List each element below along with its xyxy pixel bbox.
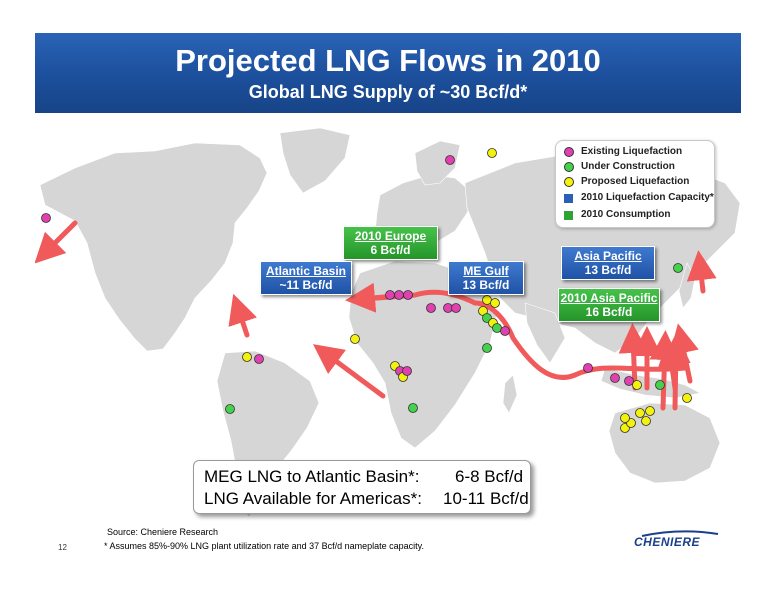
arrow-trinidad bbox=[228, 293, 257, 338]
land-scandinavia bbox=[414, 140, 461, 186]
land-india bbox=[524, 302, 566, 364]
region-asia-pacific-2010-value: 16 Bcf/d bbox=[585, 305, 633, 319]
region-asia-pacific: Asia Pacific 13 Bcf/d bbox=[561, 246, 655, 280]
page-title: Projected LNG Flows in 2010 bbox=[175, 43, 601, 78]
terminal-proposed bbox=[242, 352, 252, 362]
arrow-australia bbox=[657, 338, 687, 391]
terminal-existing bbox=[394, 290, 404, 300]
existing-dot-icon bbox=[564, 147, 574, 157]
flow-arrows bbox=[35, 220, 717, 411]
terminal-existing bbox=[451, 303, 461, 313]
capacity-square-icon bbox=[564, 194, 573, 203]
callout-label-meg: MEG LNG to Atlantic Basin*: bbox=[204, 467, 420, 486]
arrow-main-route bbox=[362, 289, 688, 380]
terminal-proposed bbox=[635, 408, 645, 418]
terminal-existing bbox=[500, 326, 510, 336]
terminal-existing bbox=[624, 376, 634, 386]
callout-value-americas: 10-11 Bcf/d bbox=[443, 489, 529, 508]
terminal-proposed bbox=[350, 334, 360, 344]
arrow-west-africa bbox=[312, 344, 386, 399]
under-construction-dot-icon bbox=[564, 162, 574, 172]
terminal-existing bbox=[445, 155, 455, 165]
terminal-under-construction bbox=[225, 404, 235, 414]
terminal-existing bbox=[385, 290, 395, 300]
callout-label-americas: LNG Available for Americas*: bbox=[204, 489, 422, 508]
arrow-asia-3 bbox=[649, 330, 680, 411]
terminal-proposed bbox=[490, 298, 500, 308]
terminal-proposed bbox=[632, 380, 642, 390]
legend-label: Existing Liquefaction bbox=[581, 146, 683, 157]
terminal-proposed bbox=[620, 413, 630, 423]
terminal-proposed bbox=[645, 406, 655, 416]
terminal-existing bbox=[403, 290, 413, 300]
terminal-proposed bbox=[487, 148, 497, 158]
terminal-existing bbox=[583, 363, 593, 373]
region-asia-pacific-consumption: 2010 Asia Pacific 16 Bcf/d bbox=[558, 288, 660, 322]
land-madagascar bbox=[502, 374, 518, 414]
terminal-proposed bbox=[682, 393, 692, 403]
terminal-under-construction bbox=[408, 403, 418, 413]
region-asia-pacific-name: Asia Pacific bbox=[574, 249, 642, 263]
terminal-under-construction bbox=[655, 380, 665, 390]
legend-label: 2010 Consumption bbox=[581, 209, 671, 220]
terminal-existing bbox=[41, 213, 51, 223]
region-atlantic-name: Atlantic Basin bbox=[265, 264, 346, 278]
region-me-gulf: ME Gulf 13 Bcf/d bbox=[448, 261, 524, 295]
region-me-gulf-value: 13 Bcf/d bbox=[462, 278, 510, 292]
legend-label: 2010 Liquefaction Capacity* bbox=[581, 192, 714, 203]
region-europe-consumption: 2010 Europe 6 Bcf/d bbox=[343, 226, 438, 260]
region-atlantic-value: ~11 Bcf/d bbox=[279, 278, 333, 292]
legend-label: Proposed Liquefaction bbox=[581, 176, 690, 187]
terminal-existing bbox=[426, 303, 436, 313]
arrow-japan bbox=[686, 250, 717, 294]
page-number: 12 bbox=[58, 543, 67, 552]
company-logo: CHENIERE bbox=[634, 535, 701, 549]
region-asia-pacific-value: 13 Bcf/d bbox=[584, 263, 632, 277]
logo-swoosh-icon bbox=[641, 530, 719, 537]
region-asia-pacific-2010-name: 2010 Asia Pacific bbox=[560, 291, 658, 305]
land-greenland bbox=[279, 127, 351, 194]
source-note: Source: Cheniere Research bbox=[107, 527, 219, 537]
title-banner: Projected LNG Flows in 2010 Global LNG S… bbox=[35, 33, 741, 113]
terminal-under-construction bbox=[673, 263, 683, 273]
region-atlantic-basin: Atlantic Basin ~11 Bcf/d bbox=[260, 261, 352, 295]
footnote: * Assumes 85%-90% LNG plant utilization … bbox=[104, 541, 425, 551]
summary-callout: MEG LNG to Atlantic Basin*: 6-8 Bcf/d LN… bbox=[193, 460, 531, 514]
terminal-existing bbox=[610, 373, 620, 383]
land-australia bbox=[608, 402, 721, 484]
arrow-alaska bbox=[35, 220, 78, 264]
arrow-pacific bbox=[669, 323, 699, 384]
region-europe-name: 2010 Europe bbox=[354, 229, 427, 243]
region-europe-value: 6 Bcf/d bbox=[370, 243, 411, 257]
map-legend: Existing Liquefaction Under Construction… bbox=[555, 140, 715, 228]
proposed-dot-icon bbox=[564, 177, 574, 187]
land-north-america bbox=[39, 142, 268, 352]
region-me-gulf-name: ME Gulf bbox=[463, 264, 509, 278]
page-subtitle: Global LNG Supply of ~30 Bcf/d* bbox=[248, 82, 528, 102]
terminal-under-construction bbox=[482, 343, 492, 353]
consumption-square-icon bbox=[564, 211, 573, 220]
terminal-existing bbox=[254, 354, 264, 364]
callout-value-meg: 6-8 Bcf/d bbox=[455, 467, 524, 486]
terminal-dots bbox=[41, 148, 692, 433]
legend-label: Under Construction bbox=[581, 161, 675, 172]
terminal-existing bbox=[402, 366, 412, 376]
terminal-proposed bbox=[641, 416, 651, 426]
